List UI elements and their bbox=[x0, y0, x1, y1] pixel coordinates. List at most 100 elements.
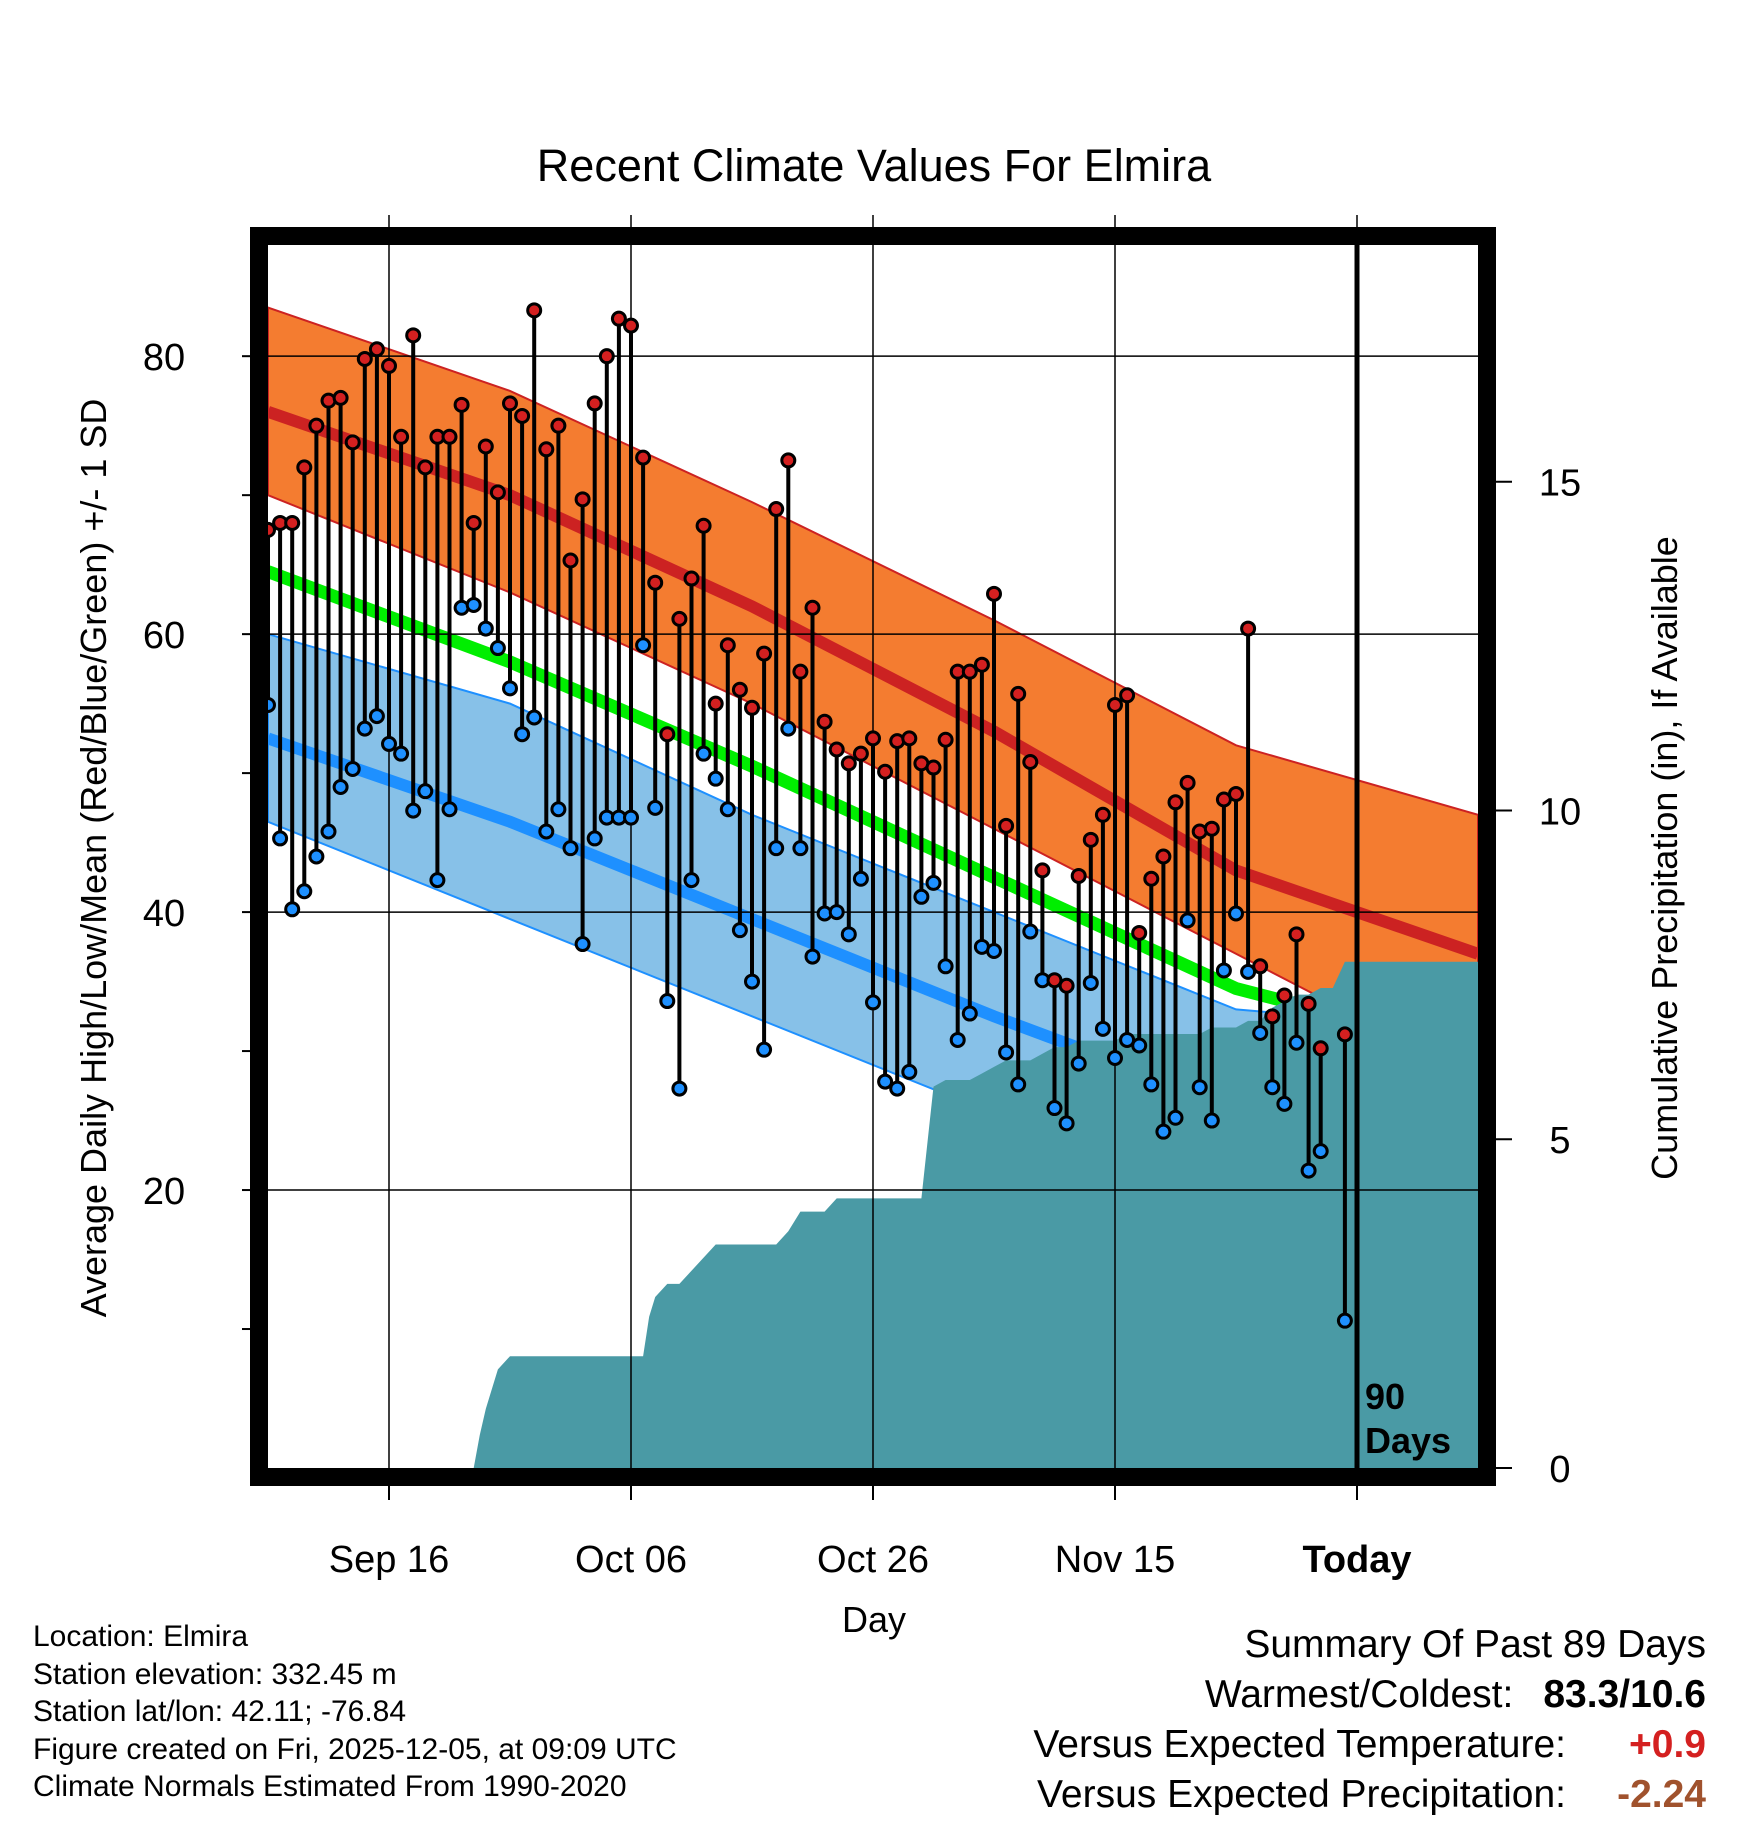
daily-low-point bbox=[635, 637, 652, 654]
daily-low-point bbox=[695, 745, 712, 762]
daily-high-point bbox=[719, 637, 736, 654]
daily-low-point bbox=[1131, 1037, 1148, 1054]
daily-low-point bbox=[1022, 923, 1039, 940]
daily-low-point bbox=[1264, 1079, 1281, 1096]
precipitation-area bbox=[473, 961, 1478, 1468]
daily-low-point bbox=[949, 1031, 966, 1048]
daily-high-point bbox=[1240, 620, 1257, 637]
daily-high-point bbox=[1167, 794, 1184, 811]
daily-high-point bbox=[296, 459, 313, 476]
daily-low-point bbox=[526, 709, 543, 726]
daily-low-point bbox=[417, 783, 434, 800]
daily-low-point bbox=[683, 872, 700, 889]
daily-high-point bbox=[1252, 958, 1269, 975]
daily-low-point bbox=[1276, 1095, 1293, 1112]
daily-low-point bbox=[1215, 962, 1232, 979]
daily-low-point bbox=[804, 948, 821, 965]
daily-low-point bbox=[1155, 1123, 1172, 1140]
daily-low-point bbox=[405, 802, 422, 819]
daily-low-point bbox=[647, 799, 664, 816]
daily-low-point bbox=[913, 888, 930, 905]
daily-low-point bbox=[756, 1041, 773, 1058]
daily-high-point bbox=[465, 514, 482, 531]
daily-high-point bbox=[308, 417, 325, 434]
daily-high-point bbox=[344, 434, 361, 451]
daily-high-point bbox=[840, 755, 857, 772]
daily-high-point bbox=[1107, 697, 1123, 714]
x-tick-label: Oct 26 bbox=[817, 1539, 929, 1581]
daily-high-point bbox=[998, 817, 1015, 834]
y-tick-label: 40 bbox=[143, 893, 185, 935]
daily-high-point bbox=[961, 663, 978, 680]
daily-low-point bbox=[1252, 1025, 1269, 1042]
precip-departure-label: Versus Expected Precipitation: bbox=[1037, 1773, 1566, 1816]
daily-low-point bbox=[937, 958, 954, 975]
daily-low-point bbox=[707, 770, 724, 787]
daily-low-point bbox=[877, 1073, 894, 1090]
daily-low-point bbox=[780, 720, 797, 737]
daily-high-point bbox=[610, 310, 627, 327]
daily-low-point bbox=[356, 720, 373, 737]
daily-low-point bbox=[586, 830, 603, 847]
daily-low-point bbox=[925, 874, 942, 891]
daily-low-point bbox=[865, 994, 881, 1011]
daily-high-point bbox=[1034, 862, 1051, 879]
daily-low-point bbox=[1046, 1100, 1063, 1117]
daily-high-point bbox=[1010, 685, 1027, 702]
daily-low-point bbox=[961, 1005, 978, 1022]
daily-low-point bbox=[502, 680, 518, 697]
daily-low-point bbox=[1191, 1079, 1208, 1096]
precip-departure-value: -2.24 bbox=[1617, 1773, 1706, 1816]
daily-high-point bbox=[393, 428, 410, 445]
precip-departure-row: Versus Expected Precipitation: -2.24 bbox=[1033, 1770, 1706, 1820]
daily-high-point bbox=[744, 699, 760, 716]
y-axis-label: Average Daily High/Low/Mean (Red/Blue/Gr… bbox=[73, 399, 114, 1318]
daily-high-point bbox=[1179, 774, 1196, 791]
today-label-unit: Days bbox=[1365, 1420, 1451, 1461]
station-info: Location: Elmira Station elevation: 332.… bbox=[33, 1618, 677, 1806]
normals-text: Climate Normals Estimated From 1990-2020 bbox=[33, 1770, 627, 1803]
daily-high-point bbox=[526, 302, 543, 319]
daily-low-point bbox=[1288, 1034, 1305, 1051]
daily-high-point bbox=[756, 645, 773, 662]
daily-high-point bbox=[1082, 831, 1099, 848]
daily-high-point bbox=[1131, 924, 1148, 941]
daily-high-point bbox=[1155, 848, 1172, 865]
y2-tick-label: 15 bbox=[1539, 463, 1581, 505]
x-tick-label: Today bbox=[1302, 1539, 1411, 1581]
daily-high-point bbox=[1276, 987, 1293, 1004]
daily-high-point bbox=[925, 759, 942, 776]
daily-low-point bbox=[744, 973, 760, 990]
daily-high-point bbox=[816, 713, 833, 730]
summary-panel: Summary Of Past 89 Days Warmest/Coldest:… bbox=[1033, 1620, 1706, 1820]
warmest-coldest-label: Warmest/Coldest: bbox=[1204, 1673, 1514, 1716]
daily-high-point bbox=[877, 763, 894, 780]
daily-high-point bbox=[574, 491, 591, 508]
daily-high-point bbox=[598, 348, 615, 365]
daily-low-point bbox=[550, 801, 567, 818]
daily-low-point bbox=[272, 830, 289, 847]
daily-high-point bbox=[538, 441, 555, 458]
daily-low-point bbox=[489, 640, 506, 657]
y-tick-label: 80 bbox=[143, 337, 185, 379]
daily-high-point bbox=[865, 730, 881, 747]
axes: 20 40 60 80 0 5 10 15 Sep 16 Oct 06 Oct 26 Nov 15 To… bbox=[143, 227, 1581, 1581]
daily-high-point bbox=[647, 574, 664, 591]
daily-high-point bbox=[502, 395, 518, 412]
daily-low-point bbox=[1336, 1312, 1353, 1329]
x-tick-label: Nov 15 bbox=[1055, 1539, 1175, 1581]
summary-heading: Summary Of Past 89 Days bbox=[1244, 1623, 1706, 1666]
daily-low-point bbox=[1167, 1109, 1184, 1126]
daily-low-point bbox=[562, 840, 579, 857]
daily-high-point bbox=[562, 552, 579, 569]
daily-high-point bbox=[453, 396, 470, 413]
daily-high-point bbox=[1228, 785, 1244, 802]
daily-low-point bbox=[852, 870, 869, 887]
daily-high-point bbox=[695, 517, 712, 534]
daily-low-point bbox=[659, 993, 676, 1010]
daily-low-point bbox=[671, 1080, 688, 1097]
daily-high-point bbox=[1143, 870, 1160, 887]
daily-low-point bbox=[731, 922, 748, 939]
daily-high-point bbox=[1288, 926, 1305, 943]
